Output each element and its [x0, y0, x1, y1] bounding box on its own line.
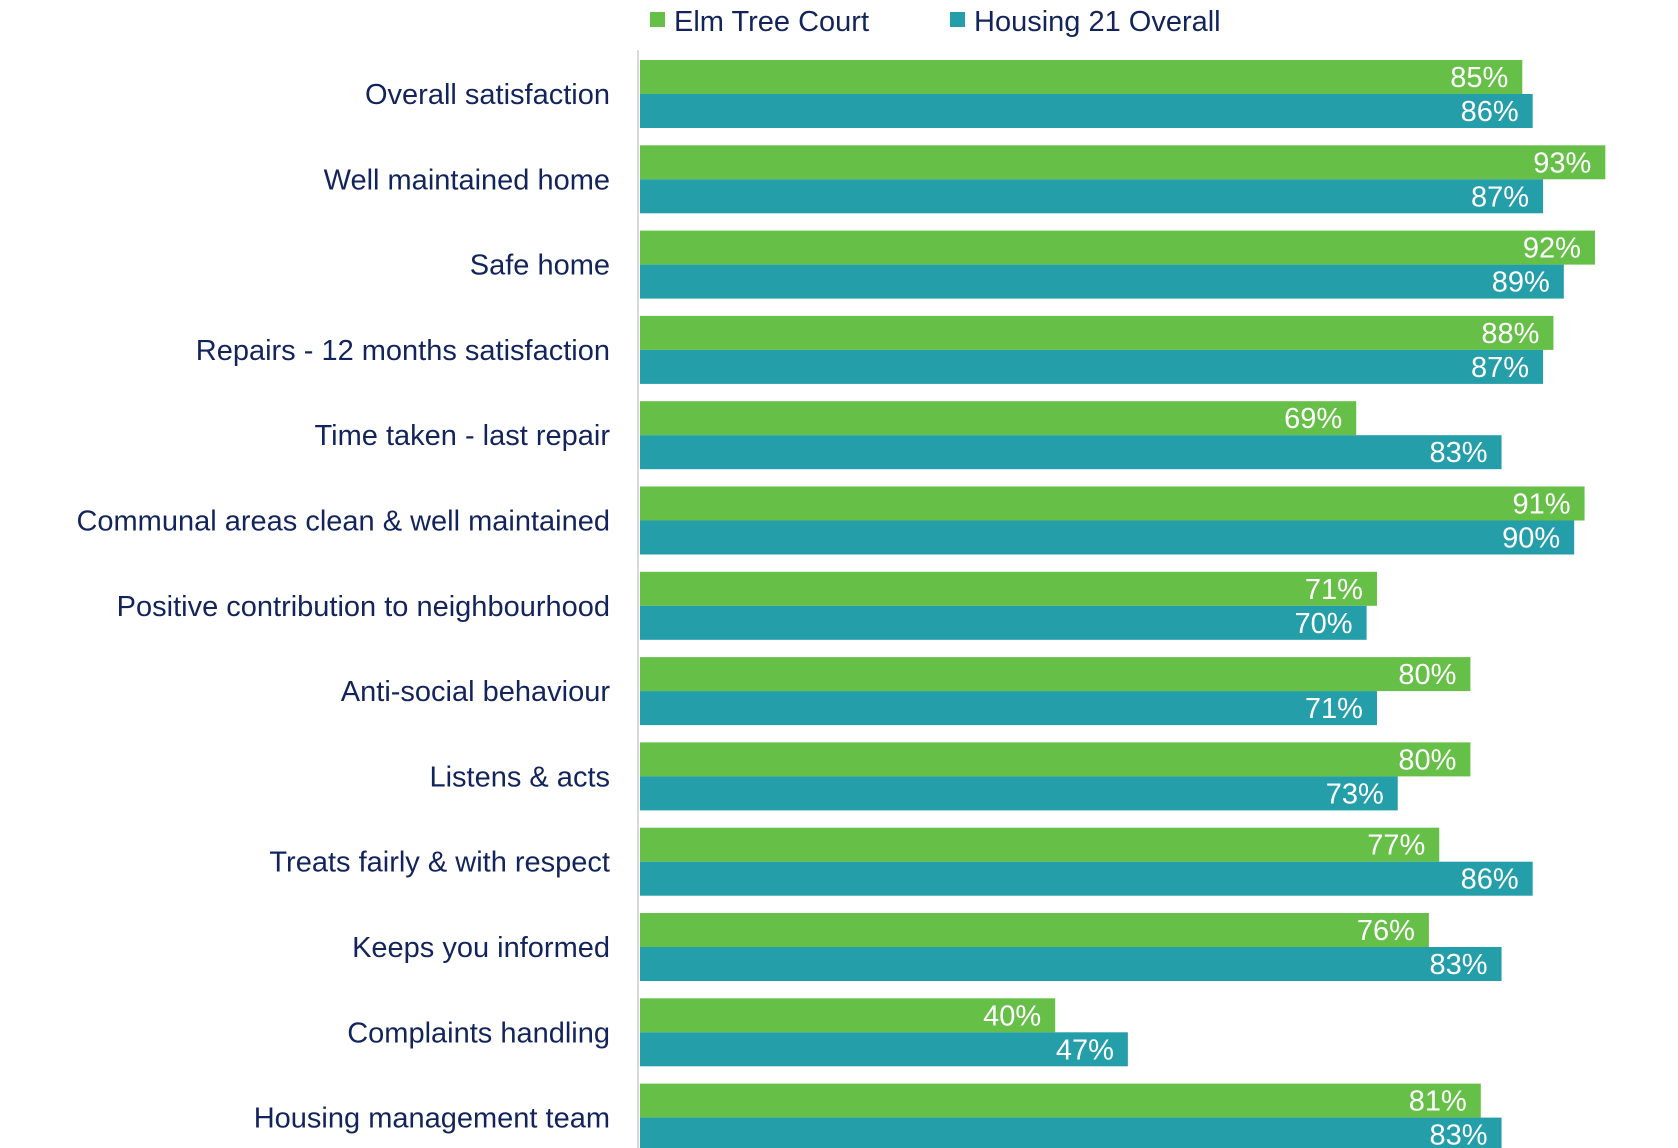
- bar-housing-21-overall: [640, 94, 1533, 128]
- bar-elm-tree-court: [640, 827, 1440, 862]
- bar-housing-21-overall: [640, 435, 1502, 470]
- data-label: 86%: [1461, 864, 1519, 896]
- bar-elm-tree-court: [640, 315, 1554, 350]
- category-label: Anti-social behaviour: [341, 676, 611, 708]
- bar-housing-21-overall: [640, 1032, 1128, 1067]
- category-label: Housing management team: [254, 1103, 610, 1135]
- data-label: 80%: [1398, 744, 1456, 776]
- data-label: 80%: [1398, 659, 1456, 691]
- legend-label: Elm Tree Court: [674, 6, 869, 38]
- bar-housing-21-overall: [640, 947, 1502, 981]
- bar-housing-21-overall: [640, 1117, 1502, 1148]
- data-label: 70%: [1295, 608, 1353, 640]
- category-label: Repairs - 12 months satisfaction: [196, 335, 610, 367]
- bar-elm-tree-court: [640, 60, 1523, 94]
- category-label: Safe home: [470, 250, 610, 282]
- data-label: 83%: [1429, 437, 1487, 469]
- bar-elm-tree-court: [640, 401, 1357, 436]
- data-label: 87%: [1471, 352, 1529, 384]
- bar-elm-tree-court: [640, 998, 1056, 1033]
- bar-housing-21-overall: [640, 520, 1575, 555]
- bars-group: 85%86%93%87%92%89%88%87%69%83%91%90%71%7…: [640, 60, 1606, 1148]
- data-label: 90%: [1502, 523, 1560, 555]
- bar-elm-tree-court: [640, 657, 1471, 692]
- category-label: Complaints handling: [347, 1017, 610, 1049]
- data-label: 83%: [1429, 949, 1487, 981]
- data-label: 69%: [1284, 403, 1342, 435]
- data-label: 89%: [1492, 267, 1550, 299]
- data-label: 92%: [1523, 233, 1581, 265]
- bar-housing-21-overall: [640, 349, 1544, 384]
- legend-label: Housing 21 Overall: [974, 6, 1221, 38]
- bar-elm-tree-court: [640, 486, 1585, 521]
- bar-housing-21-overall: [640, 605, 1367, 640]
- bar-elm-tree-court: [640, 230, 1595, 265]
- category-label: Time taken - last repair: [315, 420, 611, 452]
- data-label: 71%: [1305, 693, 1363, 725]
- data-label: 93%: [1533, 147, 1591, 179]
- legend-swatch: [950, 12, 965, 27]
- data-label: 88%: [1481, 318, 1539, 350]
- category-label: Overall satisfaction: [365, 79, 610, 111]
- data-label: 71%: [1305, 574, 1363, 606]
- category-label: Positive contribution to neighbourhood: [117, 591, 610, 623]
- data-label: 73%: [1326, 778, 1384, 810]
- bar-housing-21-overall: [640, 776, 1398, 811]
- bar-housing-21-overall: [640, 179, 1544, 214]
- data-label: 86%: [1461, 96, 1519, 128]
- data-label: 85%: [1450, 62, 1508, 94]
- bar-housing-21-overall: [640, 861, 1533, 896]
- category-label: Listens & acts: [429, 761, 610, 793]
- data-label: 76%: [1357, 915, 1415, 947]
- category-label: Treats fairly & with respect: [269, 847, 610, 879]
- bar-housing-21-overall: [640, 691, 1377, 726]
- category-label: Keeps you informed: [352, 932, 610, 964]
- legend: Elm Tree Court Housing 21 Overall: [650, 6, 1221, 38]
- data-label: 40%: [983, 1000, 1041, 1032]
- bar-elm-tree-court: [640, 571, 1377, 606]
- bar-housing-21-overall: [640, 264, 1564, 299]
- category-label: Communal areas clean & well maintained: [76, 506, 610, 538]
- data-label: 47%: [1056, 1034, 1114, 1066]
- category-labels: Overall satisfaction Well maintained home…: [76, 79, 610, 1135]
- data-label: 91%: [1513, 489, 1571, 521]
- data-label: 83%: [1429, 1120, 1487, 1148]
- bar-elm-tree-court: [640, 145, 1606, 180]
- data-label: 87%: [1471, 181, 1529, 213]
- bar-elm-tree-court: [640, 1083, 1481, 1118]
- data-label: 77%: [1367, 830, 1425, 862]
- bar-elm-tree-court: [640, 742, 1471, 777]
- category-label: Well maintained home: [324, 164, 610, 196]
- legend-swatch: [650, 12, 665, 27]
- bar-elm-tree-court: [640, 913, 1429, 947]
- data-label: 81%: [1409, 1086, 1467, 1118]
